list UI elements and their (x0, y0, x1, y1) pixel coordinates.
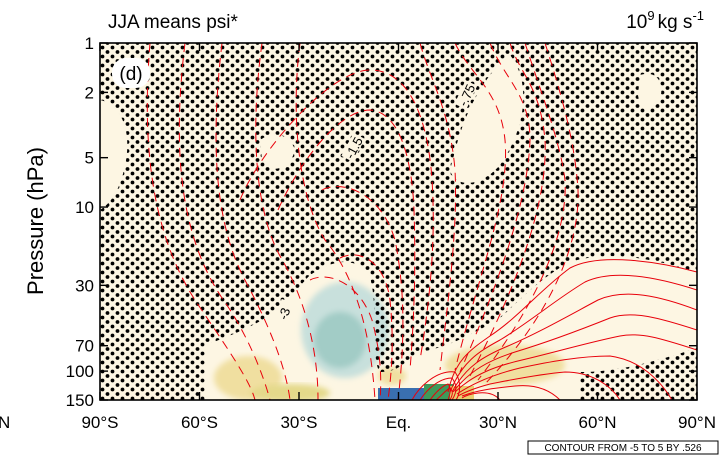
contour-line-pos (429, 383, 451, 400)
contour-line-neg (295, 43, 376, 400)
contour-line-pos (456, 355, 673, 400)
contour-line-pos (447, 259, 697, 393)
contour-line-neg (146, 43, 256, 400)
contour-line-neg (309, 276, 382, 400)
blue-shade-region (378, 388, 428, 400)
clear-pocket-north-upper (450, 55, 524, 183)
clear-pocket-west (100, 100, 128, 210)
contour-line-neg (339, 254, 393, 400)
contour-value-label: -3 (272, 298, 294, 328)
stipple-southwest (100, 282, 205, 400)
contour-line-pos (419, 377, 457, 400)
plot-area (100, 43, 697, 400)
x-tick-label: 60°S (181, 413, 218, 432)
contour-line-neg (454, 43, 507, 371)
unit-label: 109 kg s-1 (626, 8, 704, 33)
panel-label: (d) (112, 58, 150, 88)
contour-line-neg (459, 43, 531, 373)
contour-note: CONTOUR FROM -5 TO 5 BY .526 (527, 440, 719, 455)
contour-line-neg (277, 109, 416, 371)
contour-line-neg (419, 43, 457, 371)
y-tick-label: 70 (75, 337, 94, 356)
x-tick-label: 60°N (579, 413, 617, 432)
contour-line-neg (321, 186, 404, 400)
svg-text:CONTOUR FROM -5 TO 5 BY .526: CONTOUR FROM -5 TO 5 BY .526 (544, 443, 702, 454)
contour-line-pos (454, 334, 697, 393)
y-tick-label: 1 (85, 34, 94, 53)
shading (214, 282, 565, 400)
clear-pocket-mid (260, 134, 295, 169)
y-axis: 1 2 5 10 30 70 100 150 (66, 34, 697, 410)
x-tick-label: Eq. (386, 413, 412, 432)
stipple-main (100, 43, 697, 372)
y-tick-label: 30 (75, 276, 94, 295)
contour-line-pos (435, 387, 453, 400)
x-tick-label: 30°S (280, 413, 317, 432)
contour-line-pos (411, 371, 461, 400)
y-tick-label: 10 (75, 198, 94, 217)
contour-line-pos (449, 274, 697, 393)
contour-line-pos (461, 385, 561, 400)
teal-dark-shade-region (314, 312, 366, 368)
contour-line-pos (451, 293, 697, 393)
contour-line-neg (215, 43, 291, 400)
contour-line-neg (255, 43, 319, 400)
svg-text:(d): (d) (119, 64, 142, 85)
y-tick-label: 150 (66, 391, 94, 410)
contour-line-neg (477, 43, 566, 381)
contour-lines (146, 43, 697, 400)
y-tick-label: 100 (66, 362, 94, 381)
x-tick-label: 90°N (678, 413, 716, 432)
x-axis: 90°S 60°S 30°S Eq. 30°N 60°N 90°N (81, 43, 716, 432)
svg-text:-3: -3 (275, 306, 293, 322)
y-tick-label: 2 (85, 83, 94, 102)
contour-line-pos (452, 314, 697, 393)
unstippled-regions (100, 55, 662, 210)
contour-line-neg (178, 43, 271, 400)
y-tick-label: 5 (85, 149, 94, 168)
contour-line-pos (461, 392, 501, 400)
green-shade-region (424, 384, 454, 400)
contour-line-pos (457, 371, 621, 400)
x-axis-cut-label: N (0, 413, 10, 432)
contour-line-neg (239, 69, 434, 361)
olive-shade-southern (250, 384, 330, 400)
x-tick-label: 90°S (81, 413, 118, 432)
clear-pocket-northeast (638, 73, 662, 110)
contour-line-neg (469, 43, 546, 377)
chart-title: JJA means psi* (108, 12, 238, 33)
y-axis-label: Pressure (hPa) (23, 147, 48, 295)
x-tick-label: 30°N (479, 413, 517, 432)
contour-line-neg (484, 43, 579, 385)
